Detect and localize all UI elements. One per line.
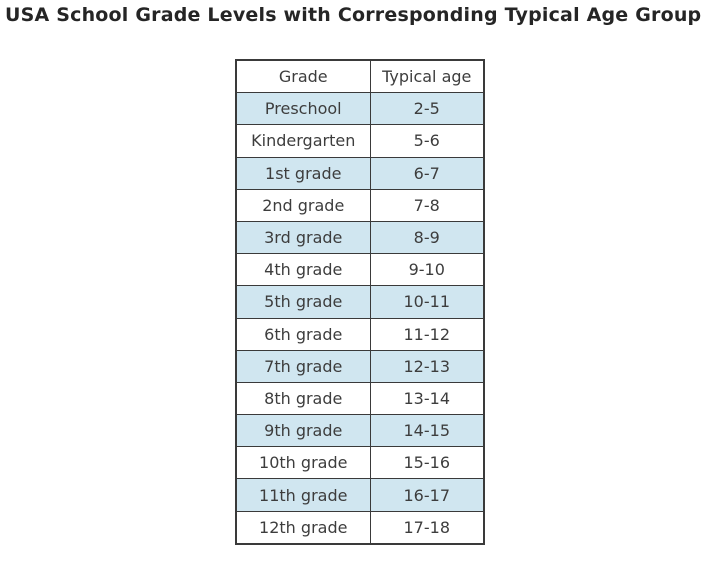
age-cell: 17-18	[369, 510, 485, 545]
table-body: Preschool 2-5 Kindergarten 5-6 1st grade…	[235, 92, 485, 545]
table-row: Preschool 2-5	[235, 92, 485, 126]
grade-cell: 4th grade	[235, 253, 371, 287]
age-cell: 7-8	[369, 188, 485, 222]
grade-cell: 6th grade	[235, 317, 371, 351]
age-cell: 12-13	[369, 349, 485, 383]
grade-cell: 9th grade	[235, 414, 371, 448]
grade-cell: 10th grade	[235, 446, 371, 480]
table-row: 8th grade 13-14	[235, 381, 485, 416]
header-row: Grade Typical age	[235, 59, 485, 94]
grade-cell: 2nd grade	[235, 188, 371, 222]
grade-cell: 11th grade	[235, 478, 371, 512]
column-header-typical-age: Typical age	[369, 59, 485, 94]
age-cell: 11-12	[369, 317, 485, 351]
age-cell: 10-11	[369, 285, 485, 319]
grade-cell: 1st grade	[235, 156, 371, 190]
table-row: 6th grade 11-12	[235, 317, 485, 351]
grade-cell: Kindergarten	[235, 124, 371, 158]
table-header: Grade Typical age	[235, 59, 485, 94]
age-cell: 14-15	[369, 414, 485, 448]
table-row: 7th grade 12-13	[235, 349, 485, 383]
grade-cell: 5th grade	[235, 285, 371, 319]
table-row: 9th grade 14-15	[235, 414, 485, 448]
grade-age-table: Grade Typical age Preschool 2-5 Kinderga…	[235, 59, 485, 545]
table-row: 5th grade 10-11	[235, 285, 485, 319]
age-cell: 15-16	[369, 446, 485, 480]
age-cell: 2-5	[369, 92, 485, 126]
table-row: 11th grade 16-17	[235, 478, 485, 512]
grade-cell: 3rd grade	[235, 220, 371, 255]
table-row: 1st grade 6-7	[235, 156, 485, 190]
age-cell: 5-6	[369, 124, 485, 158]
age-cell: 13-14	[369, 381, 485, 416]
table-row: 2nd grade 7-8	[235, 188, 485, 222]
table-row: 4th grade 9-10	[235, 253, 485, 287]
table-row: Kindergarten 5-6	[235, 124, 485, 158]
age-cell: 6-7	[369, 156, 485, 190]
column-header-grade: Grade	[235, 59, 371, 94]
table-row: 10th grade 15-16	[235, 446, 485, 480]
age-cell: 8-9	[369, 220, 485, 255]
table-row: 12th grade 17-18	[235, 510, 485, 545]
grade-cell: 12th grade	[235, 510, 371, 545]
page-title: USA School Grade Levels with Correspondi…	[5, 4, 702, 26]
age-cell: 9-10	[369, 253, 485, 287]
grade-cell: 8th grade	[235, 381, 371, 416]
table-row: 3rd grade 8-9	[235, 220, 485, 255]
age-cell: 16-17	[369, 478, 485, 512]
grade-cell: Preschool	[235, 92, 371, 126]
grade-cell: 7th grade	[235, 349, 371, 383]
